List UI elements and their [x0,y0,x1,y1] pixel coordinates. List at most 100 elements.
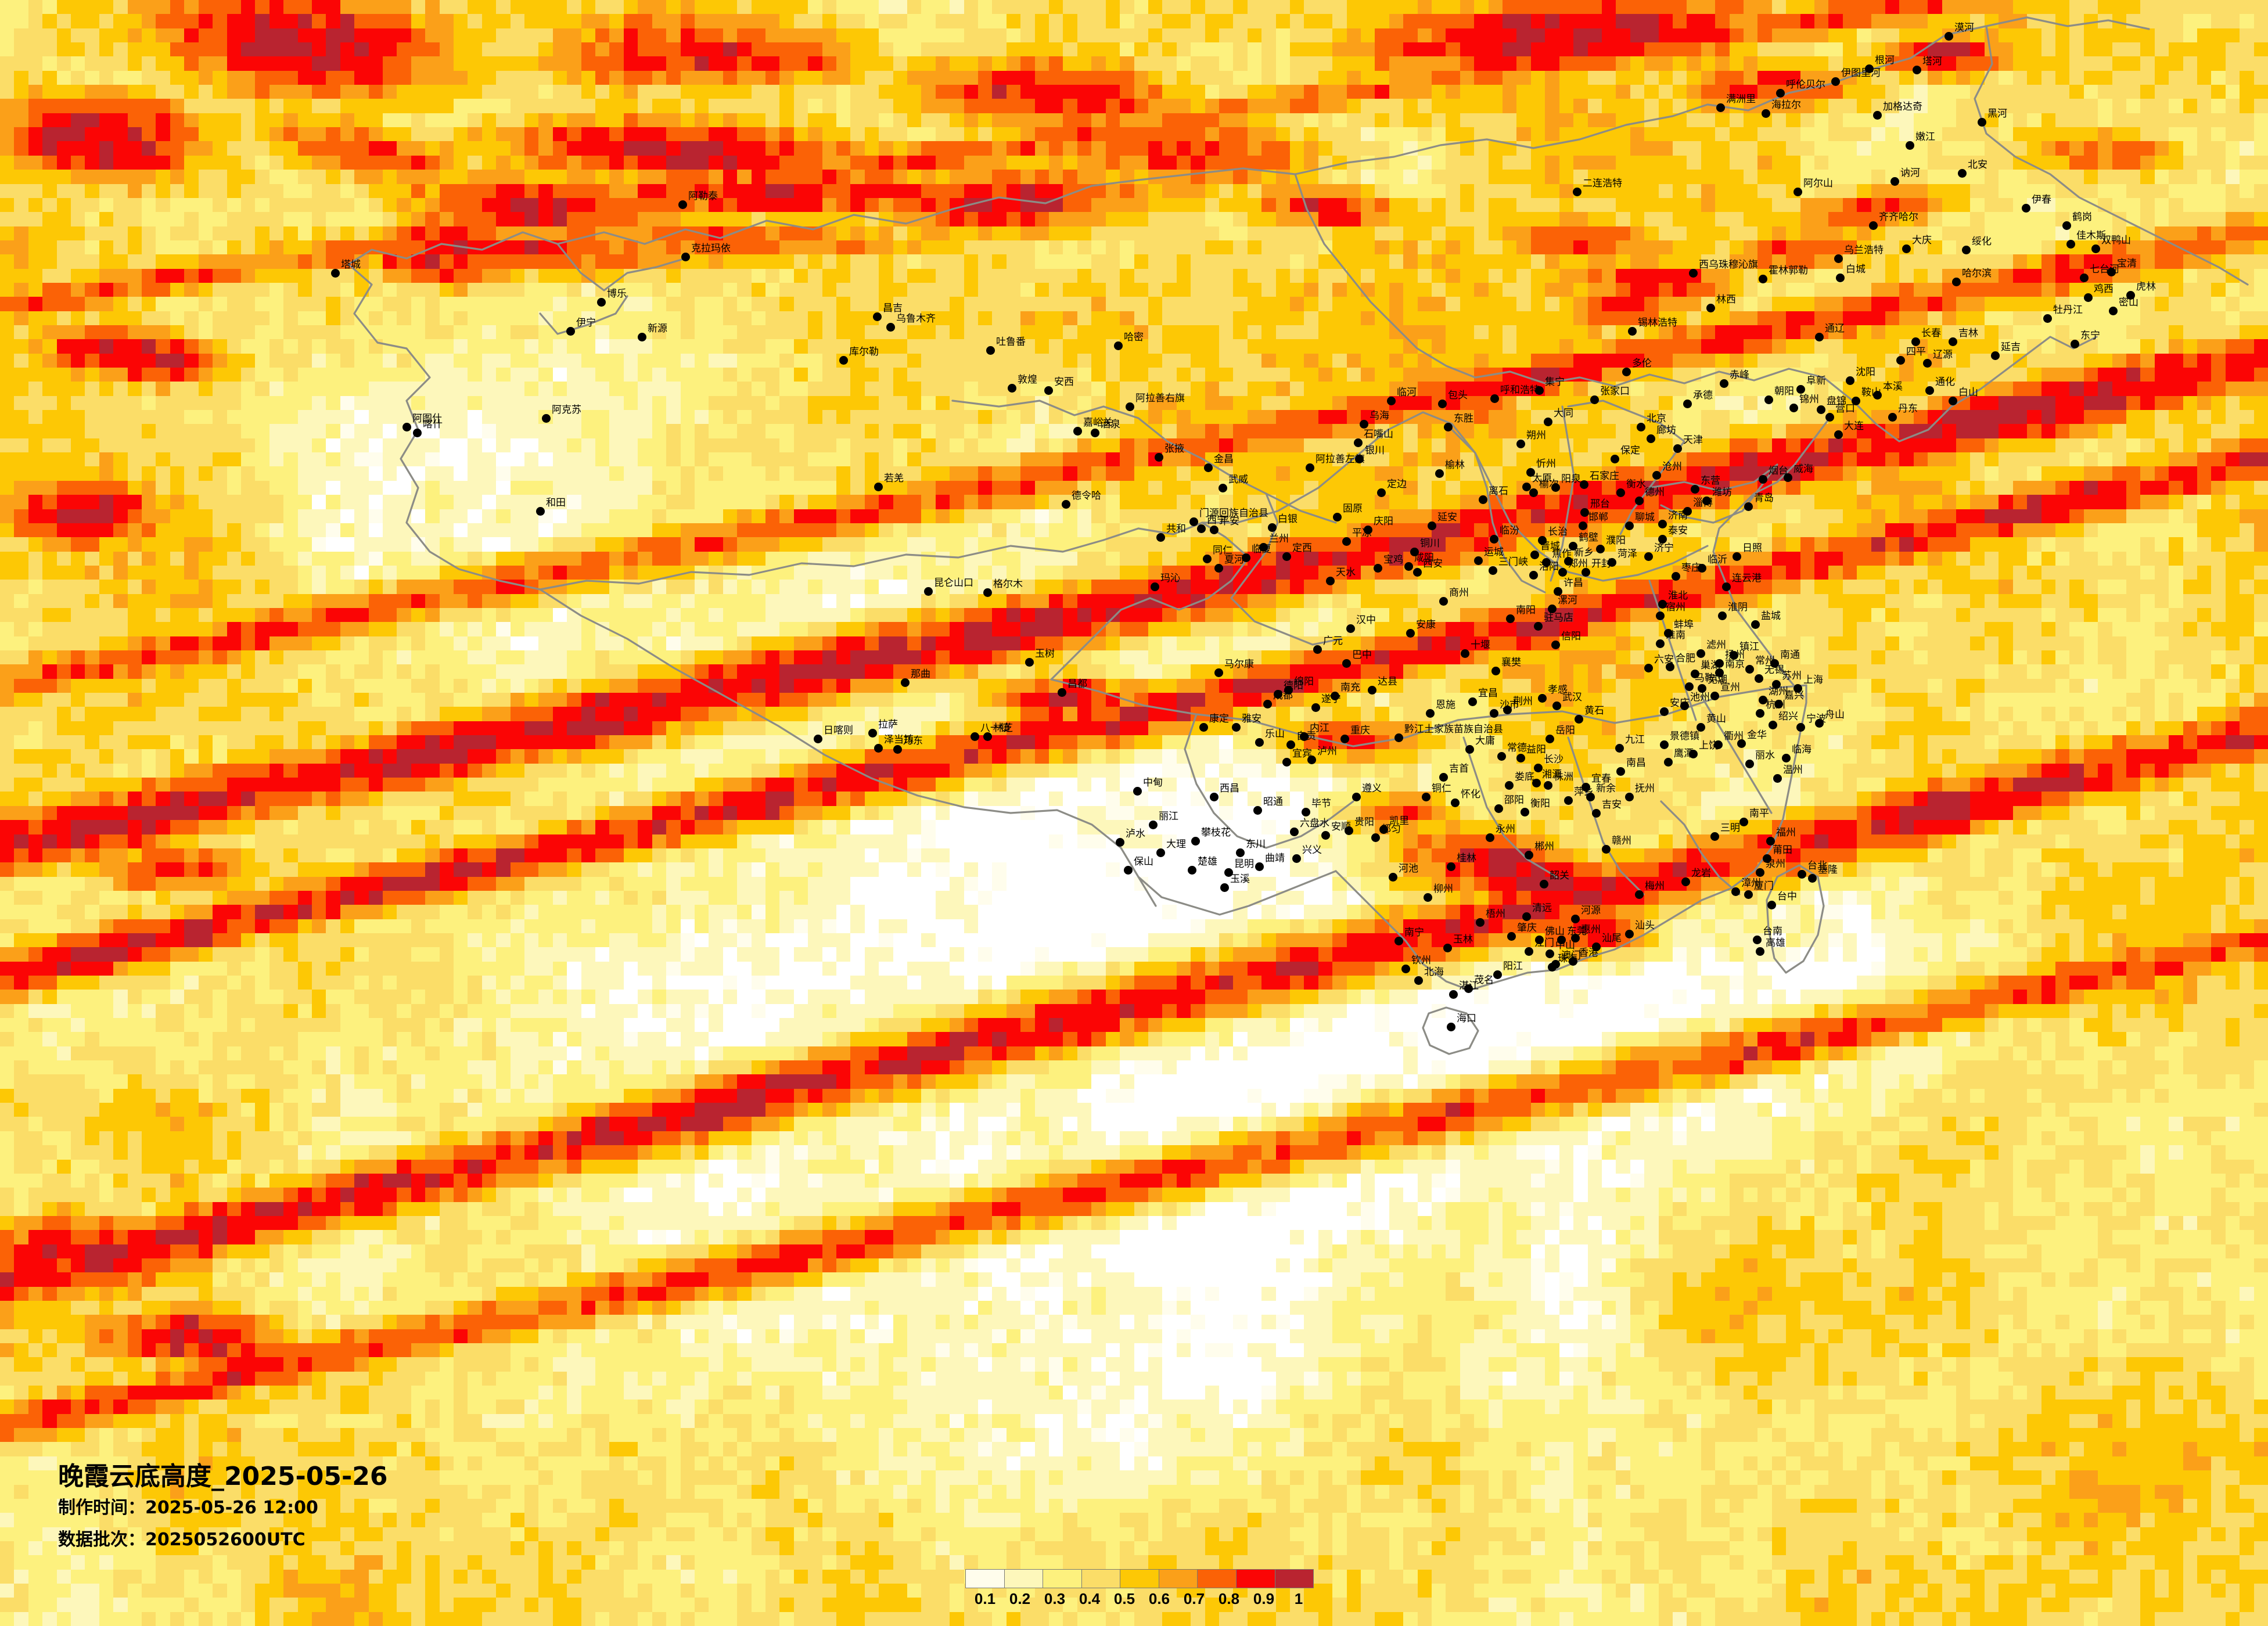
station-label: 石家庄 [1590,470,1619,482]
station-dot-icon [1768,720,1777,729]
station-label: 多伦 [1632,358,1652,369]
station-dot-icon [868,728,877,738]
station-dot-icon [1764,395,1773,404]
station-label: 营口 [1835,403,1855,415]
station-label: 赣州 [1612,835,1631,847]
colorbar-tick-3: 0.4 [1079,1590,1101,1607]
station-dot-icon [1552,701,1561,710]
station-label: 满洲里 [1726,93,1756,105]
station-label: 宿州 [1666,602,1685,613]
station-dot-icon [1902,244,1911,253]
station-label: 延安 [1437,512,1457,523]
station-label: 东宁 [2080,330,2100,341]
station-label: 韶关 [1550,870,1569,882]
station-label: 哈尔滨 [1962,268,1992,279]
station-dot-icon [1721,582,1731,591]
station-label: 滤州 [1706,639,1726,651]
station-dot-icon [1301,807,1310,816]
station-label: 辽源 [1933,349,1953,361]
station-label: 塔城 [341,259,361,271]
station-dot-icon [1443,422,1453,431]
station-dot-icon [1282,552,1291,561]
page-title: 晚霞云底高度_2025-05-26 [58,1462,388,1491]
colorbar-tick-labels: 0.1 0.2 0.3 0.4 0.5 0.6 0.7 0.8 0.9 1 [965,1590,1314,1610]
station-dot-icon [1719,379,1728,388]
station-label: 宝清 [2117,258,2137,269]
station-label: 泸州 [1317,746,1337,757]
station-dot-icon [1570,914,1580,923]
station-label: 濮阳 [1606,535,1626,546]
station-label: 三明 [1720,822,1740,834]
station-dot-icon [1814,718,1824,728]
station-dot-icon [1367,685,1376,695]
colorbar-swatch-3 [1081,1570,1121,1588]
station-dot-icon [1551,640,1560,649]
station-dot-icon [886,322,895,332]
station-label: 二连浩特 [1583,178,1622,189]
station-dot-icon [2108,306,2118,315]
station-dot-icon [1745,664,1754,674]
station-label: 曲靖 [1265,852,1285,864]
colorbar-swatch-8 [1275,1570,1314,1588]
colorbar-tick-9: 1 [1294,1590,1303,1607]
station-dot-icon [1781,753,1791,762]
station-dot-icon [1321,830,1330,840]
station-dot-icon [1624,929,1634,938]
station-dot-icon [2079,273,2089,282]
station-label: 巢湖 [1701,660,1720,671]
station-label: 本溪 [1883,381,1903,393]
station-dot-icon [1574,714,1583,724]
station-dot-icon [1425,708,1435,718]
station-dot-icon [1834,430,1843,439]
figure-title-block: 晚霞云底高度_2025-05-26 制作时间：2025-05-26 12:00 … [58,1463,387,1549]
station-label: 赤峰 [1730,369,1749,381]
station-dot-icon [1545,949,1554,958]
station-dot-icon [1196,524,1206,533]
station-label: 兰州 [1269,533,1289,545]
station-dot-icon [2126,290,2135,300]
station-label: 怀化 [1461,789,1480,800]
station-dot-icon [1658,599,1667,609]
station-dot-icon [1529,570,1538,580]
station-dot-icon [872,312,882,321]
station-dot-icon [1473,556,1483,565]
station-dot-icon [1209,792,1219,801]
station-dot-icon [1311,703,1320,712]
station-dot-icon [1977,117,1986,127]
station-dot-icon [1379,825,1388,834]
station-label: 西乌珠穆沁旗 [1699,259,1758,271]
station-dot-icon [1478,495,1487,504]
station-label: 黄石 [1584,705,1604,717]
station-label: 临夏 [1252,544,1271,555]
station-dot-icon [1961,245,1971,254]
station-dot-icon [970,732,979,741]
station-label: 德州 [1645,487,1665,498]
station-dot-icon [1834,254,1843,263]
colorbar-tick-4: 0.5 [1113,1590,1135,1607]
station-dot-icon [1289,827,1299,836]
station-dot-icon [1533,763,1543,772]
station-dot-icon [893,744,902,754]
station-label: 博乐 [607,288,627,300]
station-dot-icon [983,732,992,741]
station-label: 玉溪 [1230,873,1250,885]
station-label: 六盘水 [1300,818,1329,829]
station-dot-icon [1595,544,1605,553]
colorbar-tick-6: 0.7 [1183,1590,1205,1607]
station-label: 新源 [648,323,667,334]
station-label: 克拉玛依 [691,243,731,254]
station-label: 龙岩 [1691,868,1711,879]
station-dot-icon [1191,836,1200,846]
station-dot-icon [1591,808,1601,818]
station-label: 信阳 [1561,631,1581,642]
station-dot-icon [1807,873,1817,883]
station-dot-icon [1485,833,1494,842]
station-label: 安顺 [1331,821,1351,833]
station-dot-icon [1305,463,1314,472]
station-label: 格尔木 [993,578,1023,590]
station-label: 霍林郭勒 [1769,265,1808,276]
station-dot-icon [1696,649,1705,658]
station-label: 舟山 [1825,709,1845,721]
station-dot-icon [1533,621,1543,631]
station-dot-icon [1057,688,1066,697]
